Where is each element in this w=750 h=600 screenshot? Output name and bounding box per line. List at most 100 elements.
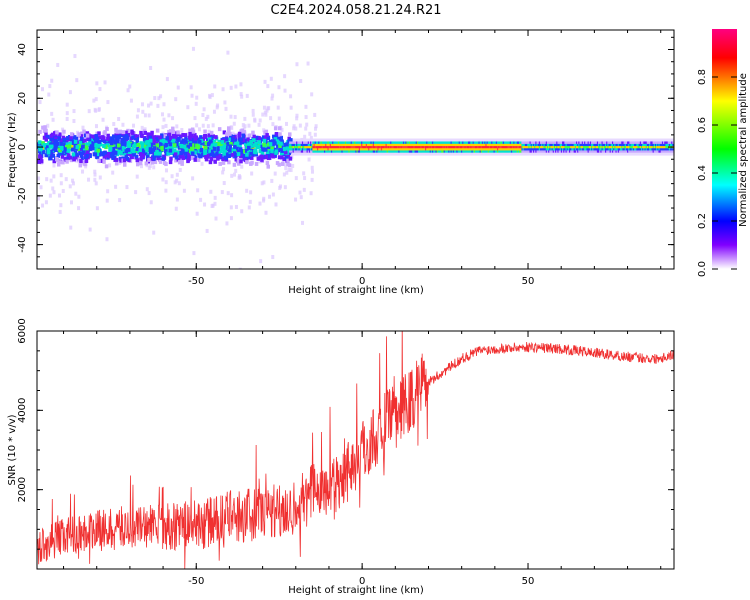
heatmap-cell — [467, 148, 470, 151]
heatmap-cell — [125, 185, 129, 190]
heatmap-cell — [578, 141, 580, 144]
heatmap-cell — [430, 143, 433, 147]
heatmap-cell — [311, 150, 313, 153]
heatmap-cell — [602, 143, 605, 147]
heatmap-cell — [126, 147, 131, 152]
heatmap-cell — [544, 145, 547, 149]
heatmap-cell — [332, 141, 334, 144]
heatmap-cell — [78, 140, 83, 145]
heatmap-cell — [72, 109, 76, 114]
heatmap-cell — [656, 148, 658, 151]
heatmap-cell — [497, 150, 499, 153]
heatmap-cell — [71, 140, 76, 145]
heatmap-cell — [126, 128, 130, 133]
heatmap-cell — [627, 145, 629, 149]
heatmap-cell — [164, 142, 168, 147]
heatmap-cell — [319, 143, 321, 147]
heatmap-cell — [114, 161, 119, 166]
heatmap-cell — [336, 148, 339, 151]
heatmap-cell — [505, 143, 507, 147]
heatmap-cell — [152, 146, 157, 151]
heatmap-cell — [306, 148, 309, 151]
heatmap-cell — [287, 139, 291, 144]
heatmap-cell — [261, 155, 266, 160]
heatmap-cell — [420, 150, 422, 153]
heatmap-cell — [267, 106, 271, 111]
heatmap-cell — [578, 148, 580, 151]
heatmap-cell — [277, 155, 282, 160]
heatmap-cell — [550, 150, 553, 153]
heatmap-cell — [347, 141, 349, 144]
heatmap-cell — [485, 148, 487, 151]
heatmap-cell — [49, 133, 54, 138]
heatmap-cell — [264, 210, 268, 215]
heatmap-cell — [75, 78, 79, 83]
heatmap-cell — [210, 142, 215, 147]
heatmap-cell — [292, 145, 295, 149]
heatmap-cell — [262, 128, 266, 133]
heatmap-cell — [308, 150, 311, 153]
heatmap-cell — [467, 145, 470, 149]
heatmap-cell — [394, 148, 397, 151]
heatmap-cell — [306, 143, 309, 147]
heatmap-cell — [141, 153, 146, 158]
heatmap-cell — [632, 148, 635, 151]
heatmap-cell — [98, 87, 102, 92]
heatmap-cell — [385, 150, 388, 153]
heatmap-cell — [304, 115, 308, 120]
heatmap-cell — [500, 148, 503, 151]
heatmap-cell — [509, 148, 512, 151]
heatmap-cell — [350, 145, 353, 149]
heatmap-cell — [262, 142, 266, 147]
heatmap-cell — [471, 143, 474, 147]
y-tick-label: 2000 — [17, 477, 28, 502]
heatmap-cell — [571, 143, 573, 147]
heatmap-cell — [577, 150, 579, 153]
heatmap-cell — [539, 150, 542, 153]
heatmap-cell — [595, 148, 598, 151]
heatmap-cell — [391, 148, 393, 151]
heatmap-cell — [92, 136, 97, 141]
y-tick-label: 0 — [17, 144, 28, 150]
heatmap-cell — [560, 148, 563, 151]
heatmap-cell — [593, 143, 595, 147]
heatmap-cell — [373, 145, 376, 149]
heatmap-cell — [97, 131, 101, 136]
heatmap-cell — [479, 150, 482, 153]
heatmap-cell — [174, 135, 178, 140]
heatmap-cell — [42, 143, 46, 148]
heatmap-cell — [492, 143, 494, 147]
heatmap-cell — [145, 187, 149, 192]
heatmap-cell — [143, 127, 147, 132]
heatmap-cell — [333, 148, 335, 151]
heatmap-cell — [354, 148, 356, 151]
heatmap-cell — [451, 150, 454, 153]
heatmap-cell — [59, 203, 63, 208]
heatmap-cell — [428, 145, 431, 149]
heatmap-cell — [592, 148, 594, 151]
heatmap-cell — [91, 146, 96, 151]
heatmap-cell — [515, 145, 518, 149]
heatmap-cell — [325, 145, 327, 149]
heatmap-cell — [425, 143, 427, 147]
heatmap-cell — [290, 148, 292, 151]
heatmap-cell — [227, 126, 231, 131]
heatmap-cell — [204, 116, 208, 121]
heatmap-cell — [584, 145, 586, 149]
heatmap-cell — [443, 150, 446, 153]
heatmap-cell — [637, 141, 640, 144]
heatmap-cell — [294, 150, 297, 153]
heatmap-cell — [494, 141, 497, 144]
heatmap-cell — [337, 143, 340, 147]
heatmap-cell — [178, 134, 183, 139]
heatmap-cell — [551, 150, 554, 153]
heatmap-cell — [253, 117, 257, 122]
heatmap-cell — [70, 132, 74, 137]
heatmap-cell — [161, 141, 166, 146]
heatmap-cell — [354, 143, 356, 147]
heatmap-cell — [611, 148, 614, 151]
heatmap-cell — [645, 141, 648, 144]
heatmap-cell — [357, 148, 360, 151]
heatmap-cell — [191, 136, 195, 141]
heatmap-cell — [582, 148, 585, 151]
